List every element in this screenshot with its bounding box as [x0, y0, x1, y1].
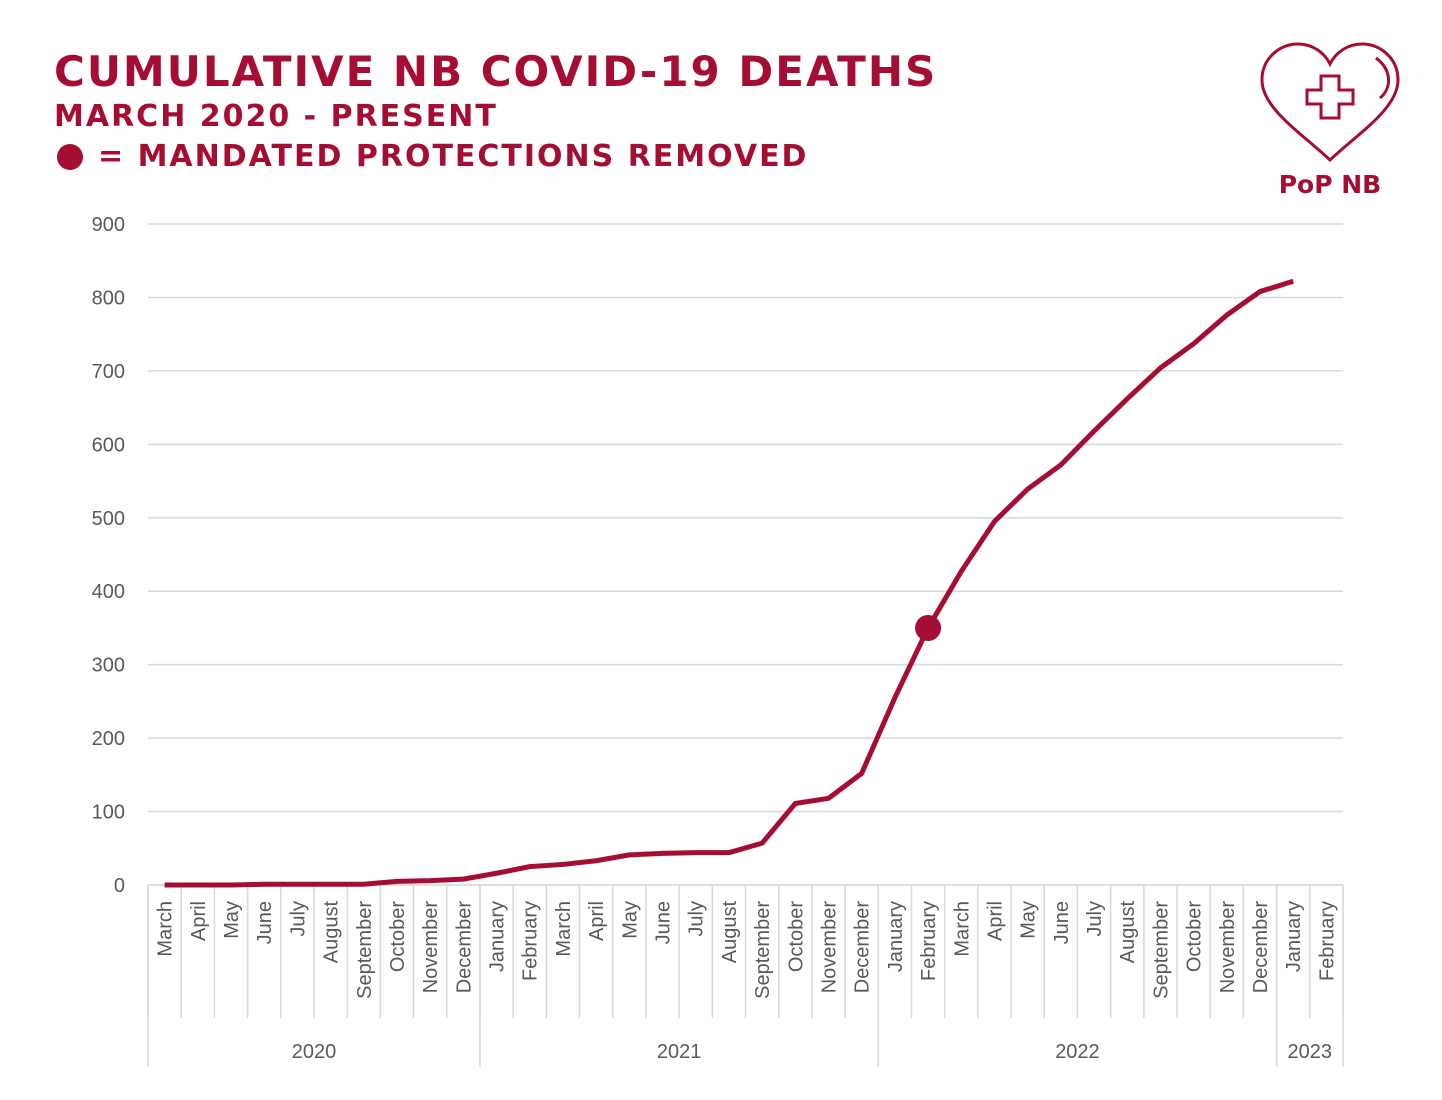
logo	[1260, 42, 1400, 163]
x-tick-label: February	[520, 901, 542, 981]
y-tick-label: 400	[92, 581, 125, 603]
group-label: 2023	[1288, 1041, 1333, 1063]
legend-marker	[57, 144, 83, 170]
x-tick-label: September	[354, 901, 376, 999]
y-tick-label: 100	[92, 802, 125, 824]
x-tick-label: October	[387, 901, 409, 972]
x-tick-label: August	[719, 901, 741, 964]
chart-title: CUMULATIVE NB COVID-19 DEATHS	[54, 47, 937, 96]
logo-text: PoP NB	[1279, 170, 1382, 199]
annotation: = MANDATED PROTECTIONS REMOVED	[98, 139, 808, 174]
chart-subtitle: MARCH 2020 - PRESENT	[54, 99, 498, 134]
x-tick-label: September	[1150, 901, 1172, 999]
group-label: 2020	[292, 1041, 337, 1063]
x-tick-label: October	[785, 901, 807, 972]
x-tick-label: February	[918, 901, 940, 981]
group-label: 2021	[657, 1041, 702, 1063]
x-tick-label: October	[1184, 901, 1206, 972]
x-tick-label: March	[553, 901, 575, 957]
y-tick-label: 500	[92, 508, 125, 530]
x-tick-label: November	[818, 901, 840, 994]
group-label: 2022	[1055, 1041, 1100, 1063]
y-tick-label: 800	[92, 287, 125, 309]
x-tick-label: May	[221, 901, 243, 939]
x-tick-label: August	[1117, 901, 1139, 964]
y-tick-label: 700	[92, 361, 125, 383]
x-tick-label: June	[254, 901, 276, 944]
y-tick-label: 600	[92, 434, 125, 456]
x-tick-label: December	[453, 901, 475, 994]
x-tick-label: March	[951, 901, 973, 957]
x-tick-label: June	[1051, 901, 1073, 944]
line	[164, 278, 1294, 888]
highlight-marker	[915, 614, 942, 641]
x-tick-label: December	[852, 901, 874, 994]
x-tick-label: November	[420, 901, 442, 994]
y-tick-label: 900	[92, 214, 125, 236]
x-tick-label: July	[287, 901, 309, 937]
x-tick-label: April	[984, 901, 1006, 941]
x-tick-label: February	[1316, 901, 1338, 981]
x-tick-label: January	[487, 901, 509, 972]
x-tick-label: July	[1084, 901, 1106, 937]
x-tick-label: April	[188, 901, 210, 941]
y-tick-label: 0	[114, 875, 125, 897]
x-tick-label: August	[321, 901, 343, 964]
x-tick-label: May	[1018, 901, 1040, 939]
x-tick-label: March	[155, 901, 177, 957]
x-tick-label: January	[1283, 901, 1305, 972]
x-tick-label: June	[653, 901, 675, 944]
x-tick-label: January	[885, 901, 907, 972]
x-tick-label: September	[752, 901, 774, 999]
x-tick-label: April	[586, 901, 608, 941]
x-tick-label: November	[1217, 901, 1239, 994]
x-tick-label: May	[619, 901, 641, 939]
y-tick-label: 200	[92, 728, 125, 750]
x-tick-label: December	[1250, 901, 1272, 994]
y-tick-label: 300	[92, 655, 125, 677]
x-tick-label: July	[686, 901, 708, 937]
